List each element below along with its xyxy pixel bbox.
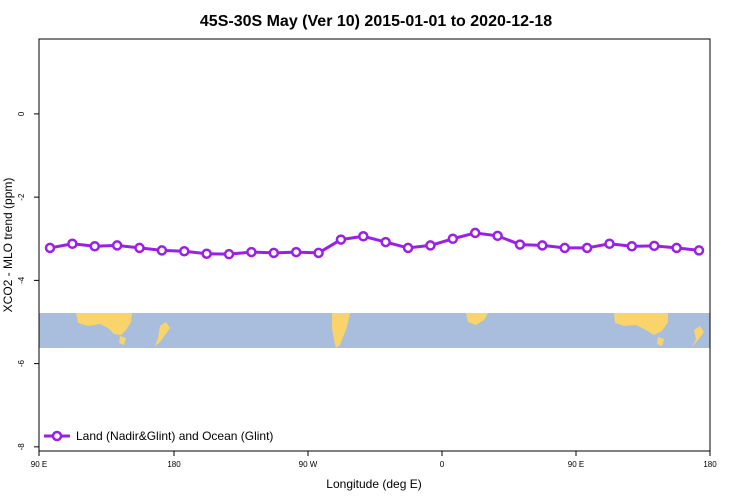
legend-marker: [51, 430, 63, 442]
data-point: [514, 239, 526, 250]
land-shape: [692, 326, 704, 347]
data-point: [67, 238, 78, 250]
data-point: [425, 240, 436, 251]
x-tick-label: 0: [440, 460, 445, 469]
y-tick-label: -2: [17, 193, 26, 201]
data-point: [358, 231, 369, 242]
axis-ticks: 90 E 180 90 W 0 90 E 180 0 -2 -4 -6 -8: [17, 111, 717, 469]
data-point: [44, 242, 56, 254]
data-point: [313, 247, 324, 259]
data-point: [268, 247, 280, 259]
data-point: [201, 248, 212, 259]
data-point: [156, 245, 168, 256]
data-point: [693, 245, 705, 256]
data-point: [447, 233, 459, 245]
y-tick-label: -8: [17, 443, 26, 451]
data-point: [492, 230, 503, 242]
data-point: [246, 246, 257, 258]
legend-label: Land (Nadir&Glint) and Ocean (Glint): [76, 429, 273, 443]
data-point: [380, 236, 391, 248]
data-point: [89, 240, 101, 252]
land-shape: [614, 313, 668, 335]
y-tick-label: -6: [17, 360, 26, 368]
land-shape: [466, 313, 488, 325]
data-point: [648, 240, 660, 252]
chart-title: 45S-30S May (Ver 10) 2015-01-01 to 2020-…: [200, 13, 552, 30]
land-shape: [657, 337, 664, 346]
data-point: [537, 240, 548, 251]
series-layer: [44, 227, 705, 260]
data-point: [469, 227, 481, 239]
land-shape: [332, 313, 350, 348]
data-point: [402, 242, 414, 254]
data-point: [604, 238, 615, 250]
ocean-band: [39, 313, 710, 348]
plot-frame: [38, 38, 711, 452]
x-tick-label: 90 E: [568, 460, 584, 469]
y-axis-label: XCO2 - MLO trend (ppm): [1, 178, 15, 313]
x-tick-label: 180: [167, 460, 181, 469]
data-point: [335, 234, 347, 245]
map-band: [39, 313, 710, 348]
data-point: [290, 246, 302, 258]
data-point: [134, 242, 145, 254]
data-point: [559, 242, 570, 254]
data-point: [223, 248, 235, 260]
data-point: [179, 245, 190, 257]
data-point: [581, 242, 593, 254]
y-tick-label: 0: [17, 111, 26, 116]
y-tick-label: -4: [17, 276, 26, 284]
land-shape: [155, 322, 170, 346]
data-point: [111, 240, 123, 251]
x-tick-label: 90 E: [31, 460, 47, 469]
land-shape: [76, 313, 132, 335]
land-shape: [119, 336, 126, 345]
x-tick-label: 180: [703, 460, 717, 469]
x-axis-label: Longitude (deg E): [326, 477, 421, 491]
series-line: [49, 231, 700, 256]
x-tick-label: 90 W: [299, 460, 318, 469]
data-point: [671, 242, 682, 254]
legend: Land (Nadir&Glint) and Ocean (Glint): [44, 429, 273, 443]
data-point: [626, 240, 638, 252]
